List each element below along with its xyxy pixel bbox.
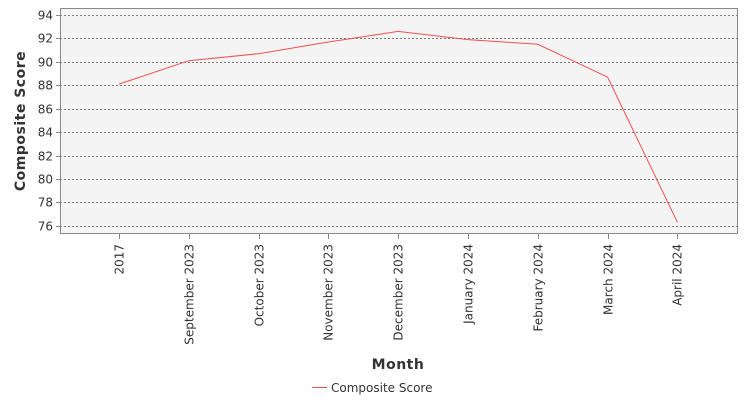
plot-border [60, 8, 738, 234]
legend: Composite Score [312, 381, 432, 395]
y-tick-label: 94 [38, 9, 53, 23]
x-tick-label: December 2023 [392, 244, 406, 341]
y-tick-label: 80 [38, 173, 53, 187]
x-tick-label: September 2023 [183, 244, 197, 345]
y-axis-title: Composite Score [13, 51, 29, 191]
x-tick-label: March 2024 [602, 244, 616, 315]
y-tick-label: 78 [38, 196, 53, 210]
x-tick-label: February 2024 [532, 244, 546, 332]
y-tick-label: 92 [38, 32, 53, 46]
x-tick-label: April 2024 [671, 244, 685, 306]
y-tick-label: 86 [38, 103, 53, 117]
plot-area [60, 8, 738, 234]
x-axis-title: Month [372, 357, 425, 373]
x-axis-ticks: 2017 September 2023 October 2023 November 2… [113, 234, 685, 345]
x-tick-label: 2017 [113, 244, 127, 275]
gridlines [60, 15, 738, 227]
x-tick-label: October 2023 [253, 244, 267, 326]
x-tick-label: November 2023 [322, 244, 336, 341]
y-axis-ticks: 76 78 80 82 84 86 88 90 92 94 [38, 9, 60, 234]
x-tick-label: January 2024 [462, 244, 476, 325]
y-tick-label: 76 [38, 220, 53, 234]
series-layer [118, 30, 678, 223]
legend-label: Composite Score [331, 381, 432, 395]
y-tick-label: 90 [38, 56, 53, 70]
y-tick-label: 88 [38, 79, 53, 93]
y-tick-label: 82 [38, 150, 53, 164]
y-tick-label: 84 [38, 126, 53, 140]
